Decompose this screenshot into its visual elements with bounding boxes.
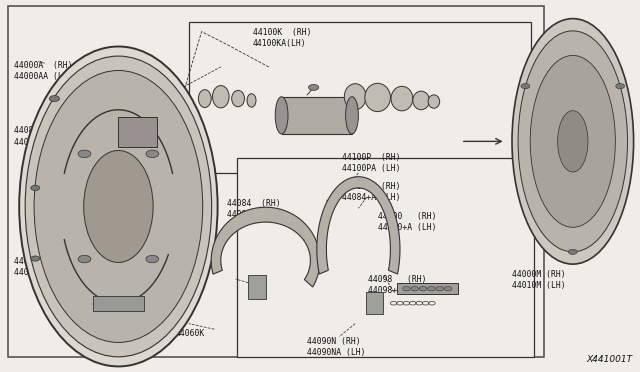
Ellipse shape: [247, 94, 256, 107]
Ellipse shape: [428, 95, 440, 108]
Text: 44084   (RH)
44084+A (LH): 44084 (RH) 44084+A (LH): [342, 182, 401, 202]
Ellipse shape: [212, 86, 229, 108]
Text: 44020 (RH)
44030 (LH): 44020 (RH) 44030 (LH): [90, 292, 138, 312]
Bar: [366, 292, 383, 314]
Text: X441001T: X441001T: [586, 355, 632, 364]
Ellipse shape: [512, 19, 634, 264]
Circle shape: [616, 84, 625, 89]
Circle shape: [31, 185, 40, 190]
Ellipse shape: [518, 31, 627, 252]
Circle shape: [78, 150, 91, 158]
Circle shape: [521, 84, 530, 89]
Ellipse shape: [84, 151, 153, 263]
Ellipse shape: [413, 91, 429, 110]
Text: 44100K  (RH)
44100KA(LH): 44100K (RH) 44100KA(LH): [253, 28, 311, 48]
Bar: [248, 275, 266, 299]
Text: 44200   (RH)
44200+A (LH): 44200 (RH) 44200+A (LH): [378, 212, 436, 232]
Circle shape: [308, 84, 319, 90]
Polygon shape: [211, 207, 320, 287]
Ellipse shape: [198, 90, 211, 108]
Ellipse shape: [346, 97, 358, 134]
Text: 44100P  (RH)
44100PA (LH): 44100P (RH) 44100PA (LH): [342, 153, 401, 173]
Text: 44084  (RH)
44084+A (LH): 44084 (RH) 44084+A (LH): [227, 199, 285, 219]
Text: 44060K: 44060K: [176, 329, 205, 338]
Bar: [237, 158, 534, 357]
Circle shape: [49, 96, 60, 102]
Text: 44098   (RH)
44098+A (LH): 44098 (RH) 44098+A (LH): [368, 275, 426, 295]
Ellipse shape: [232, 90, 244, 107]
Ellipse shape: [365, 83, 390, 112]
Bar: [93, 296, 144, 311]
Circle shape: [428, 286, 435, 291]
Text: 44000A  (RH)
44000AA (LH): 44000A (RH) 44000AA (LH): [14, 61, 72, 81]
Circle shape: [403, 286, 410, 291]
Circle shape: [146, 150, 159, 158]
Text: 44081   (RH)
44081+A (LH): 44081 (RH) 44081+A (LH): [14, 126, 72, 147]
Circle shape: [78, 255, 91, 263]
Circle shape: [444, 286, 452, 291]
Text: 44000M (RH)
44010M (LH): 44000M (RH) 44010M (LH): [512, 270, 566, 290]
Text: 44099   (RH)
44099+A (LH): 44099 (RH) 44099+A (LH): [14, 257, 72, 277]
Ellipse shape: [391, 86, 413, 111]
Text: 44000M (RH)
44010M (LH): 44000M (RH) 44010M (LH): [512, 143, 566, 163]
Text: 44090N (RH)
44090NA (LH): 44090N (RH) 44090NA (LH): [307, 337, 365, 357]
Circle shape: [419, 286, 427, 291]
Ellipse shape: [557, 111, 588, 172]
Bar: [397, 283, 458, 294]
Ellipse shape: [275, 97, 288, 134]
Circle shape: [146, 255, 159, 263]
Circle shape: [568, 249, 577, 254]
Circle shape: [411, 286, 419, 291]
Bar: [189, 22, 531, 173]
Ellipse shape: [34, 71, 203, 343]
Bar: [282, 97, 352, 134]
Bar: [118, 117, 157, 147]
Ellipse shape: [344, 84, 366, 110]
Bar: [8, 6, 544, 357]
Ellipse shape: [530, 55, 615, 227]
Circle shape: [436, 286, 444, 291]
Ellipse shape: [19, 46, 218, 366]
Circle shape: [31, 256, 40, 261]
Ellipse shape: [25, 56, 212, 357]
Polygon shape: [317, 177, 400, 274]
